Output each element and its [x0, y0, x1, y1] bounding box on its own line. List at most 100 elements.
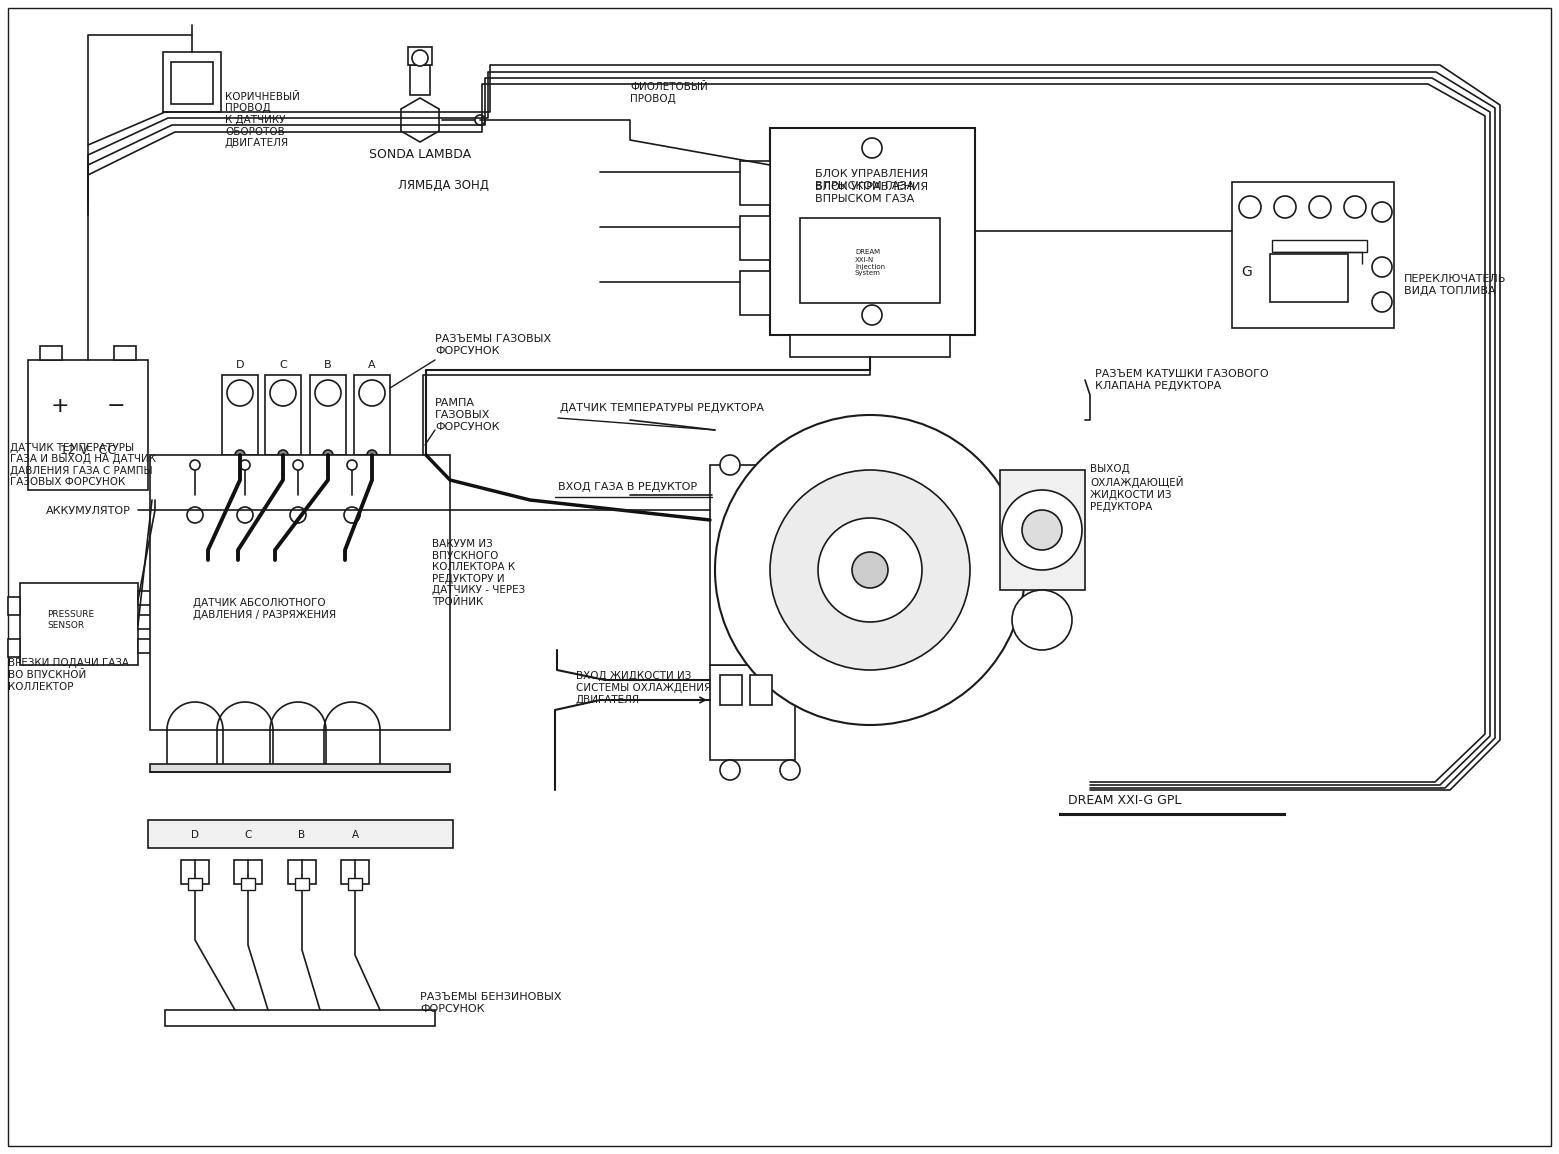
Circle shape: [1239, 196, 1261, 218]
Bar: [114, 346, 136, 360]
Bar: [242, 878, 256, 890]
Text: 12 V.  CC: 12 V. CC: [59, 444, 115, 457]
Text: DREAM
XXI-N
Injection
System: DREAM XXI-N Injection System: [854, 249, 886, 277]
Circle shape: [187, 507, 203, 523]
Text: ПЕРЕКЛЮЧАТЕЛЬ
ВИДА ТОПЛИВА: ПЕРЕКЛЮЧАТЕЛЬ ВИДА ТОПЛИВА: [1405, 275, 1506, 295]
Polygon shape: [401, 98, 440, 142]
Text: РАЗЪЕМЫ ГАЗОВЫХ
ФОРСУНОК: РАЗЪЕМЫ ГАЗОВЫХ ФОРСУНОК: [435, 335, 552, 355]
Text: БЛОК УПРАВЛЕНИЯ
ВПРЫСКОМ ГАЗА: БЛОК УПРАВЛЕНИЯ ВПРЫСКОМ ГАЗА: [815, 170, 929, 190]
Circle shape: [228, 380, 253, 406]
Bar: [189, 878, 203, 890]
Text: B: B: [298, 830, 306, 840]
Text: РАЗЪЕМЫ БЕНЗИНОВЫХ
ФОРСУНОК: РАЗЪЕМЫ БЕНЗИНОВЫХ ФОРСУНОК: [419, 992, 561, 1014]
Bar: [139, 615, 151, 629]
Bar: [171, 62, 214, 104]
Circle shape: [237, 507, 253, 523]
Bar: [234, 860, 262, 884]
Text: B: B: [324, 360, 332, 370]
Bar: [354, 375, 390, 455]
Circle shape: [475, 115, 485, 125]
Text: +: +: [51, 396, 69, 415]
Circle shape: [278, 450, 288, 460]
Bar: [800, 218, 940, 304]
Circle shape: [862, 305, 882, 325]
Circle shape: [293, 460, 302, 470]
Circle shape: [1002, 490, 1082, 570]
Circle shape: [235, 450, 245, 460]
Bar: [741, 162, 770, 205]
Bar: [8, 597, 20, 615]
Text: DREAM XXI-G GPL: DREAM XXI-G GPL: [1068, 794, 1182, 807]
Text: ДАТЧИК АБСОЛЮТНОГО
ДАВЛЕНИЯ / РАЗРЯЖЕНИЯ: ДАТЧИК АБСОЛЮТНОГО ДАВЛЕНИЯ / РАЗРЯЖЕНИЯ: [193, 598, 337, 620]
Text: РАЗЪЕМ КАТУШКИ ГАЗОВОГО
КЛАПАНА РЕДУКТОРА: РАЗЪЕМ КАТУШКИ ГАЗОВОГО КЛАПАНА РЕДУКТОР…: [1094, 369, 1269, 391]
Bar: [408, 47, 432, 65]
Circle shape: [240, 460, 249, 470]
Circle shape: [190, 460, 200, 470]
Bar: [709, 465, 795, 665]
Text: ДАТЧИК ТЕМПЕРАТУРЫ
ГАЗА И ВЫХОД НА ДАТЧИК
ДАВЛЕНИЯ ГАЗА С РАМПЫ
ГАЗОВЫХ ФОРСУНОК: ДАТЧИК ТЕМПЕРАТУРЫ ГАЗА И ВЫХОД НА ДАТЧИ…: [9, 442, 156, 487]
Text: C: C: [279, 360, 287, 370]
Circle shape: [1274, 196, 1296, 218]
Text: ВХОД ГАЗА В РЕДУКТОР: ВХОД ГАЗА В РЕДУКТОР: [558, 482, 697, 492]
Bar: [295, 878, 309, 890]
Bar: [41, 346, 62, 360]
Circle shape: [315, 380, 341, 406]
Text: G: G: [1241, 265, 1252, 279]
Circle shape: [862, 138, 882, 158]
Bar: [709, 665, 795, 760]
Bar: [750, 675, 772, 705]
Text: C: C: [245, 830, 251, 840]
Circle shape: [1344, 196, 1366, 218]
Bar: [139, 591, 151, 605]
Circle shape: [720, 455, 741, 475]
Bar: [410, 65, 430, 95]
Circle shape: [720, 760, 741, 780]
Text: АККУМУЛЯТОР: АККУМУЛЯТОР: [45, 505, 131, 516]
Circle shape: [412, 50, 429, 66]
Circle shape: [770, 470, 970, 670]
Text: ВРЕЗКИ ПОДАЧИ ГАЗА
ВО ВПУСКНОЙ
КОЛЛЕКТОР: ВРЕЗКИ ПОДАЧИ ГАЗА ВО ВПУСКНОЙ КОЛЛЕКТОР: [8, 659, 129, 691]
Bar: [150, 764, 451, 772]
Circle shape: [1372, 292, 1392, 312]
Text: ВХОД ЖИДКОСТИ ИЗ
СИСТЕМЫ ОХЛАЖДЕНИЯ
ДВИГАТЕЛЯ: ВХОД ЖИДКОСТИ ИЗ СИСТЕМЫ ОХЛАЖДЕНИЯ ДВИГ…: [575, 672, 711, 705]
Text: SONDA LAMBDA: SONDA LAMBDA: [369, 149, 471, 162]
Bar: [221, 375, 257, 455]
Circle shape: [345, 507, 360, 523]
Bar: [28, 360, 148, 490]
Bar: [181, 860, 209, 884]
Bar: [148, 820, 454, 848]
Bar: [790, 335, 949, 357]
Bar: [770, 128, 974, 335]
Text: БЛОК УПРАВЛЕНИЯ
ВПРЫСКОМ ГАЗА: БЛОК УПРАВЛЕНИЯ ВПРЫСКОМ ГАЗА: [815, 182, 929, 204]
Text: ДАТЧИК ТЕМПЕРАТУРЫ РЕДУКТОРА: ДАТЧИК ТЕМПЕРАТУРЫ РЕДУКТОРА: [560, 403, 764, 413]
Bar: [720, 675, 742, 705]
Circle shape: [290, 507, 306, 523]
Text: ВАКУУМ ИЗ
ВПУСКНОГО
КОЛЛЕКТОРА К
РЕДУКТОРУ И
ДАТЧИКУ - ЧЕРЕЗ
ТРОЙНИК: ВАКУУМ ИЗ ВПУСКНОГО КОЛЛЕКТОРА К РЕДУКТО…: [432, 539, 525, 607]
Bar: [1272, 240, 1367, 252]
Text: D: D: [192, 830, 200, 840]
Bar: [741, 271, 770, 315]
Circle shape: [270, 380, 296, 406]
Circle shape: [1372, 257, 1392, 277]
Text: −: −: [106, 396, 125, 415]
Circle shape: [818, 518, 921, 622]
Circle shape: [1023, 510, 1062, 550]
Bar: [310, 375, 346, 455]
Bar: [741, 216, 770, 260]
Circle shape: [780, 760, 800, 780]
Circle shape: [359, 380, 385, 406]
Bar: [164, 52, 221, 112]
Circle shape: [348, 460, 357, 470]
Bar: [341, 860, 369, 884]
Text: ФИОЛЕТОВЫЙ
ПРОВОД: ФИОЛЕТОВЫЙ ПРОВОД: [630, 82, 708, 104]
Circle shape: [366, 450, 377, 460]
Bar: [999, 470, 1085, 590]
Bar: [150, 455, 451, 730]
Circle shape: [1310, 196, 1331, 218]
Text: PRESSURE
SENSOR: PRESSURE SENSOR: [47, 610, 95, 630]
Bar: [20, 583, 139, 665]
Text: A: A: [368, 360, 376, 370]
Text: A: A: [351, 830, 359, 840]
Bar: [165, 1010, 435, 1026]
Bar: [265, 375, 301, 455]
